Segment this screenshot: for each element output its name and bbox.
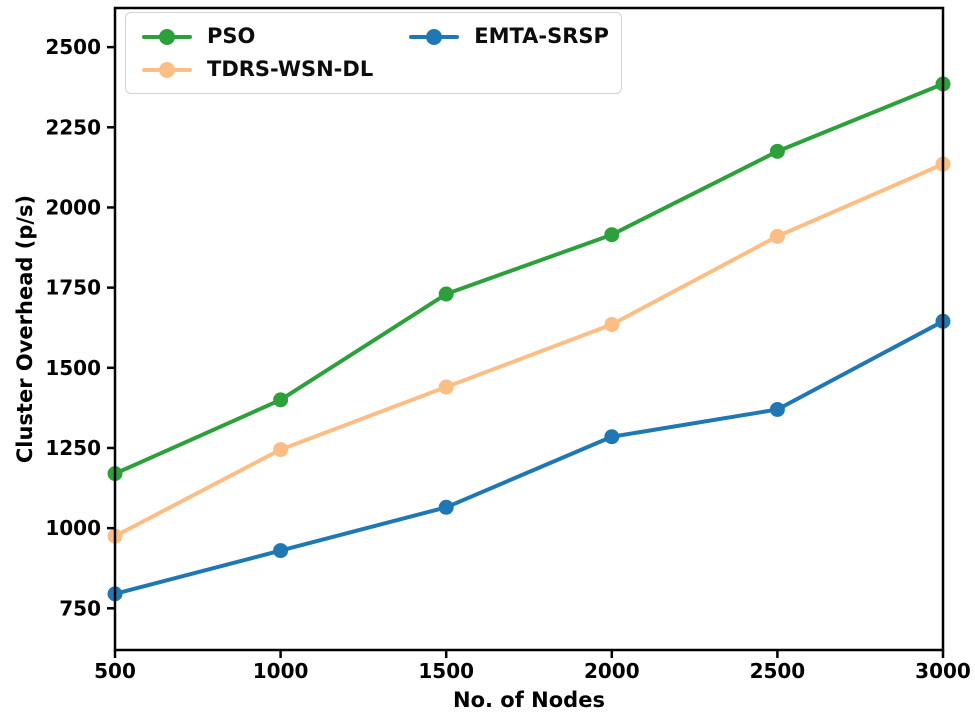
y-tick-label: 1250 bbox=[45, 436, 101, 460]
y-tick-label: 2250 bbox=[45, 115, 101, 139]
data-point-pso bbox=[769, 143, 785, 159]
y-tick-label: 1750 bbox=[45, 276, 101, 300]
legend-item-tdrs-wsn-dl: TDRS-WSN-DL bbox=[142, 59, 373, 80]
data-point-emta-srsp bbox=[769, 401, 785, 417]
legend: PSO TDRS-WSN-DL EMTA-SRSP bbox=[125, 12, 622, 94]
y-tick-label: 2000 bbox=[45, 195, 101, 219]
series-line-tdrs-wsn-dl bbox=[113, 162, 945, 539]
data-point-emta-srsp bbox=[438, 499, 454, 515]
x-tick-label: 3000 bbox=[915, 659, 971, 683]
x-tick-label: 1000 bbox=[253, 659, 309, 683]
legend-item-pso: PSO bbox=[142, 26, 373, 47]
legend-label: EMTA-SRSP bbox=[474, 24, 609, 48]
legend-label: PSO bbox=[207, 24, 256, 48]
legend-line-marker-icon bbox=[409, 28, 460, 46]
series-line-pso bbox=[113, 82, 945, 476]
data-point-emta-srsp bbox=[273, 543, 289, 559]
x-tick-label: 2000 bbox=[584, 659, 640, 683]
y-tick-label: 2500 bbox=[45, 35, 101, 59]
data-point-tdrs-wsn-dl bbox=[273, 442, 289, 458]
plot-border bbox=[113, 6, 945, 652]
legend-label: TDRS-WSN-DL bbox=[207, 57, 374, 81]
legend-line-marker-icon bbox=[142, 61, 192, 79]
y-tick-label: 1000 bbox=[45, 516, 101, 540]
y-tick-label: 1500 bbox=[45, 356, 101, 380]
data-point-pso bbox=[438, 286, 454, 302]
x-tick-label: 2500 bbox=[750, 659, 806, 683]
data-point-emta-srsp bbox=[604, 429, 620, 445]
x-axis-label: No. of Nodes bbox=[453, 688, 605, 712]
data-point-tdrs-wsn-dl bbox=[604, 317, 620, 333]
x-tick-label: 500 bbox=[94, 659, 136, 683]
legend-line-marker-icon bbox=[142, 28, 192, 46]
y-tick-label: 750 bbox=[59, 596, 101, 620]
x-tick-label: 1500 bbox=[418, 659, 474, 683]
data-point-pso bbox=[604, 227, 620, 243]
y-axis-label: Cluster Overhead (p/s) bbox=[13, 194, 37, 464]
data-point-tdrs-wsn-dl bbox=[769, 228, 785, 244]
data-point-tdrs-wsn-dl bbox=[438, 379, 454, 395]
data-point-pso bbox=[273, 392, 289, 408]
series-line-emta-srsp bbox=[113, 319, 945, 596]
legend-item-emta-srsp: EMTA-SRSP bbox=[409, 26, 609, 47]
